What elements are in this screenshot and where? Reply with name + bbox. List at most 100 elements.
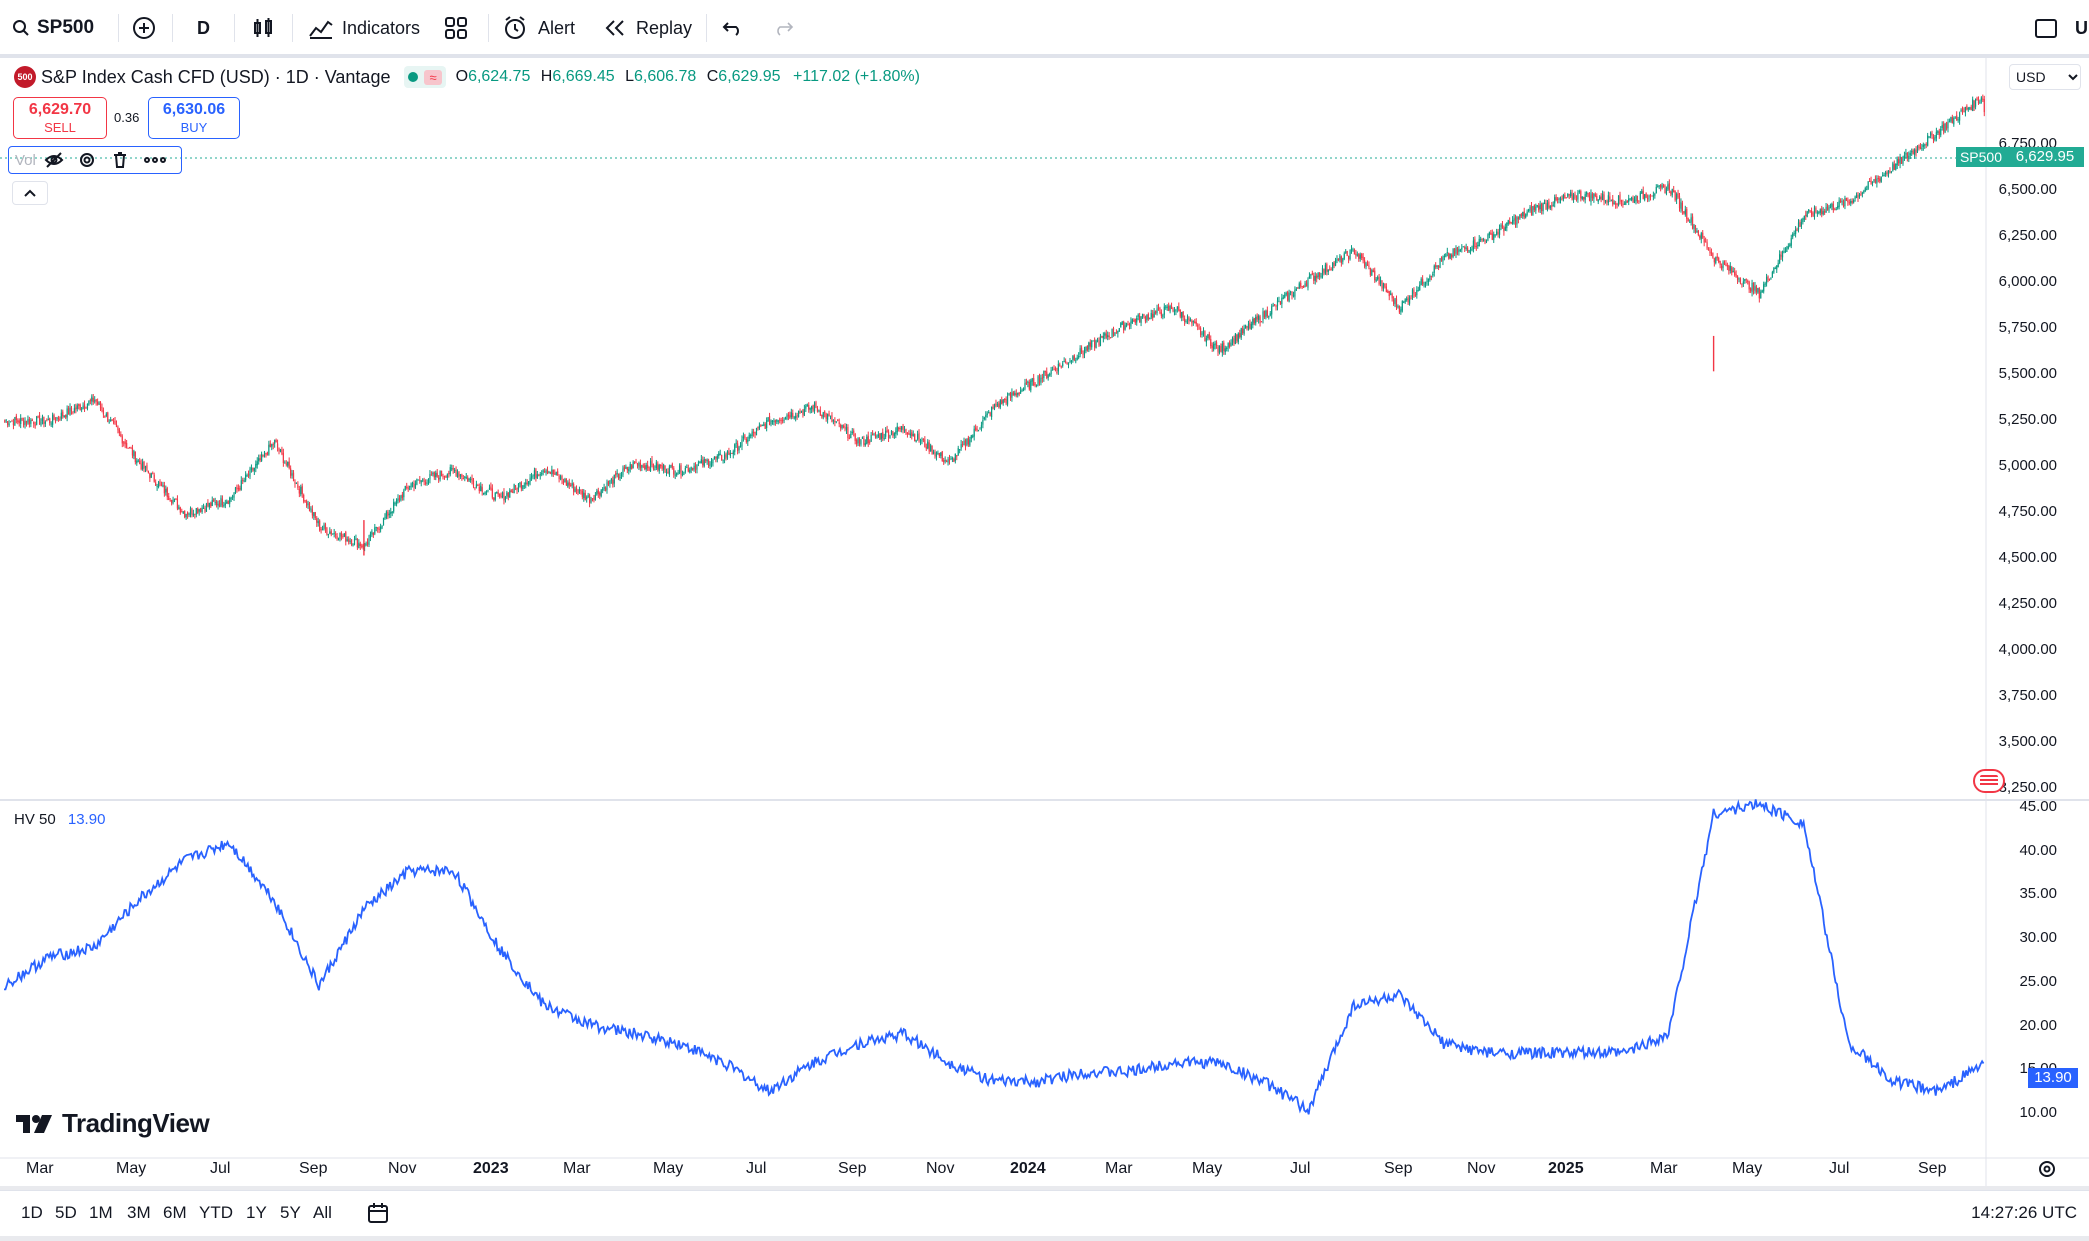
clock[interactable]: 14:27:26 UTC <box>1971 1203 2077 1222</box>
candle-body <box>497 492 499 495</box>
price-tick: 5,250.00 <box>1998 411 2057 428</box>
candle-body <box>1873 179 1875 182</box>
range-button[interactable]: 6M <box>163 1203 187 1222</box>
candle-body <box>507 492 509 498</box>
hv-legend[interactable]: HV 50 13.90 <box>14 811 105 828</box>
candle-body <box>1330 269 1332 271</box>
hide-eye-icon[interactable] <box>44 151 64 169</box>
trash-icon[interactable] <box>112 151 128 169</box>
candle-body <box>337 539 340 541</box>
candle-body <box>1403 301 1405 303</box>
candle-body <box>1839 200 1842 203</box>
replay-button[interactable]: Replay <box>604 12 692 44</box>
candle-body <box>903 430 906 432</box>
candle-body <box>1629 198 1631 200</box>
chart-settings-button[interactable] <box>2037 1159 2057 1184</box>
candle-body <box>1760 291 1762 299</box>
candle-body <box>584 492 586 500</box>
candle-body <box>1572 194 1575 200</box>
volume-legend[interactable]: Vol <box>8 146 182 174</box>
range-button[interactable]: 3M <box>127 1203 151 1222</box>
range-button[interactable]: 5Y <box>280 1203 301 1222</box>
tradingview-watermark[interactable]: TradingView <box>16 1108 210 1139</box>
candle-body <box>937 452 939 454</box>
chart-type-button[interactable] <box>252 12 274 44</box>
range-button[interactable]: 5D <box>55 1203 77 1222</box>
collapse-legend-button[interactable] <box>12 181 48 205</box>
candle-body <box>1828 207 1830 211</box>
candle-body <box>1102 335 1104 339</box>
more-icon[interactable] <box>143 157 166 163</box>
candle-body <box>1488 232 1490 236</box>
candle-body <box>1244 325 1247 329</box>
range-button[interactable]: 1D <box>21 1203 43 1222</box>
candle-body <box>918 432 920 441</box>
buy-button[interactable]: 6,630.06 BUY <box>148 97 240 139</box>
interval-button[interactable]: D <box>197 17 210 38</box>
candle-body <box>822 412 824 418</box>
symbol-legend[interactable]: 500 S&P Index Cash CFD (USD) · 1D · Vant… <box>14 64 920 90</box>
compare-button[interactable] <box>132 12 156 44</box>
candle-body <box>130 447 132 449</box>
candle-body <box>352 544 354 546</box>
candle-body <box>1702 232 1704 238</box>
candle-body <box>1448 253 1450 259</box>
settings-gear-icon[interactable] <box>78 151 96 169</box>
market-status[interactable]: ≈ <box>404 66 446 88</box>
candle-body <box>1686 209 1688 219</box>
redo-button[interactable] <box>772 12 794 44</box>
candle-body <box>641 465 643 468</box>
chart-canvas[interactable] <box>0 58 2089 1186</box>
candle-body <box>17 420 19 422</box>
candle-body <box>496 492 498 494</box>
candle-body <box>1822 211 1824 215</box>
candle-body <box>1051 369 1054 371</box>
candle-body <box>162 485 164 487</box>
range-button[interactable]: 1Y <box>246 1203 267 1222</box>
candle-body <box>1178 306 1180 311</box>
candle-body <box>243 480 245 482</box>
candle-body <box>600 489 602 497</box>
candle-body <box>37 415 39 417</box>
candle-body <box>523 485 525 487</box>
candle-body <box>1635 195 1637 202</box>
sell-button[interactable]: 6,629.70 SELL <box>13 97 107 139</box>
candle-body <box>155 482 157 486</box>
replay-label: Replay <box>636 17 693 38</box>
candle-body <box>712 459 714 464</box>
candle-body <box>1400 309 1402 313</box>
candle-body <box>192 513 194 516</box>
candle-body <box>1619 194 1621 201</box>
candle-body <box>755 428 758 436</box>
hv-tick: 20.00 <box>2019 1016 2057 1034</box>
symbol-search[interactable]: SP500 <box>12 12 94 44</box>
candle-body <box>741 439 743 447</box>
range-button[interactable]: All <box>313 1203 332 1222</box>
fullscreen-button[interactable] <box>2034 12 2058 44</box>
currency-select[interactable]: USD <box>2009 64 2081 90</box>
candle-body <box>189 508 192 516</box>
candle-body <box>1165 306 1167 308</box>
candle-body <box>744 435 746 438</box>
time-tick: Sep <box>1918 1160 1947 1177</box>
candle-body <box>1530 206 1533 215</box>
candle-body <box>541 473 543 475</box>
price-tick: 5,500.00 <box>1998 365 2057 382</box>
candle-body <box>1697 230 1699 236</box>
layouts-button[interactable] <box>444 12 468 44</box>
candle-body <box>1243 328 1245 334</box>
range-button[interactable]: 1M <box>89 1203 113 1222</box>
candle-body <box>1214 343 1216 346</box>
undo-button[interactable] <box>722 12 744 44</box>
candle-body <box>1477 245 1479 247</box>
candle-body <box>827 414 829 420</box>
candle-body <box>1706 242 1708 249</box>
date-range-button[interactable] <box>366 1201 390 1230</box>
alert-button[interactable]: Alert <box>502 12 575 44</box>
indicators-button[interactable]: Indicators <box>308 12 420 44</box>
us-flag-icon[interactable] <box>1973 769 2005 793</box>
range-button[interactable]: YTD <box>199 1203 233 1222</box>
candle-body <box>618 474 620 479</box>
chart-area[interactable] <box>0 58 2089 1186</box>
candle-body <box>1889 171 1891 173</box>
